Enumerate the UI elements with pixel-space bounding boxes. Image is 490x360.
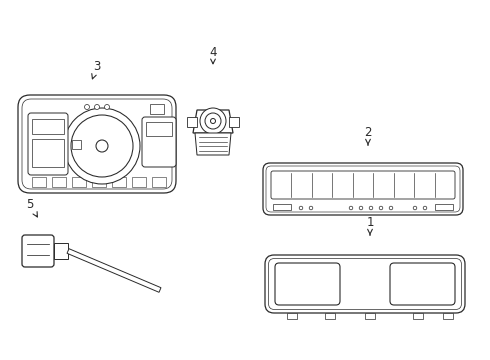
FancyBboxPatch shape [275,263,340,305]
Bar [32,177,46,187]
Circle shape [64,108,140,184]
Circle shape [95,104,99,109]
Bar [187,117,197,127]
Bar [325,313,335,319]
Circle shape [349,206,353,210]
FancyBboxPatch shape [266,166,460,212]
Circle shape [200,108,226,134]
Bar [152,177,166,187]
Bar [365,313,375,319]
Polygon shape [193,110,233,133]
Circle shape [104,104,109,109]
FancyBboxPatch shape [18,95,176,193]
Text: 4: 4 [209,46,217,64]
Bar [229,117,239,127]
Bar [72,140,81,149]
Bar [443,313,453,319]
Bar [273,204,291,210]
Circle shape [413,206,417,210]
Bar [150,104,164,114]
Bar [72,177,86,187]
Circle shape [71,115,133,177]
Bar [92,177,106,187]
Text: 1: 1 [366,216,374,235]
Bar [287,313,297,319]
Text: 5: 5 [26,198,37,217]
Circle shape [369,206,373,210]
FancyBboxPatch shape [22,99,172,189]
FancyBboxPatch shape [271,171,455,199]
FancyBboxPatch shape [142,117,176,167]
Circle shape [379,206,383,210]
FancyBboxPatch shape [22,235,54,267]
FancyBboxPatch shape [263,163,463,215]
Polygon shape [67,249,161,292]
Circle shape [299,206,303,210]
Bar [112,177,126,187]
Bar [435,204,453,210]
Circle shape [211,118,216,123]
Text: 2: 2 [364,126,372,145]
Circle shape [205,113,221,129]
Circle shape [389,206,393,210]
Circle shape [423,206,427,210]
FancyBboxPatch shape [28,113,68,175]
Bar [413,313,423,319]
Circle shape [84,104,90,109]
FancyBboxPatch shape [269,258,462,310]
Circle shape [96,140,108,152]
Text: 3: 3 [92,59,100,79]
FancyBboxPatch shape [265,255,465,313]
Polygon shape [195,133,231,155]
Bar [132,177,146,187]
Circle shape [309,206,313,210]
Bar [32,119,64,134]
FancyBboxPatch shape [390,263,455,305]
Bar [146,122,172,136]
Bar [54,243,68,259]
Circle shape [359,206,363,210]
Bar [52,177,66,187]
Bar [32,139,64,167]
